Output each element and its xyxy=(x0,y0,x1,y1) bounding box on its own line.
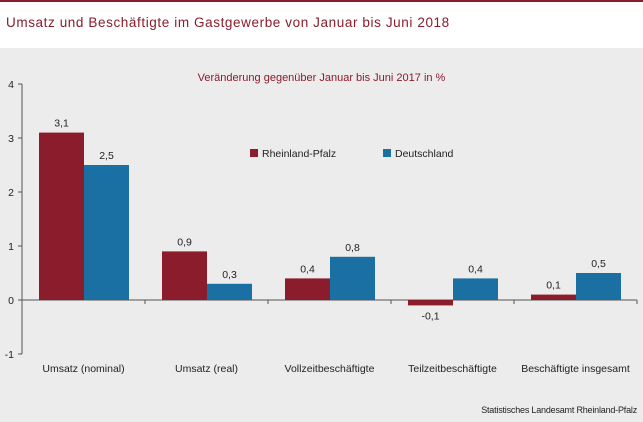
legend-swatch-deutschland xyxy=(383,149,391,157)
data-label: 0,4 xyxy=(300,263,315,275)
y-tick-label: 3 xyxy=(8,133,14,145)
page-title: Umsatz und Beschäftigte im Gastgewerbe v… xyxy=(6,15,450,30)
bar-deutschland xyxy=(330,256,375,300)
bar-rheinland-pfalz xyxy=(39,132,84,300)
legend-label: Rheinland-Pfalz xyxy=(262,148,336,160)
source-note: Statistisches Landesamt Rheinland-Pfalz xyxy=(481,405,637,415)
header: Umsatz und Beschäftigte im Gastgewerbe v… xyxy=(0,2,643,47)
y-tick-label: 2 xyxy=(8,187,14,199)
category-label: Vollzeitbeschäftigte xyxy=(285,363,375,375)
bar-rheinland-pfalz xyxy=(408,300,453,306)
data-label: 2,5 xyxy=(99,150,114,162)
category-label: Beschäftigte insgesamt xyxy=(521,363,630,375)
data-label: 0,3 xyxy=(222,269,237,281)
y-tick-label: -1 xyxy=(5,349,14,361)
y-tick-label: 4 xyxy=(8,79,14,91)
data-label: 0,5 xyxy=(591,258,606,270)
bar-rheinland-pfalz xyxy=(285,278,330,300)
bar-deutschland xyxy=(207,283,252,300)
bar-deutschland xyxy=(576,273,621,300)
top-accent-rule xyxy=(0,0,643,2)
data-label: 0,4 xyxy=(468,263,483,275)
category-label: Umsatz (real) xyxy=(175,363,238,375)
data-label: 0,9 xyxy=(177,236,192,248)
category-label: Umsatz (nominal) xyxy=(42,363,124,375)
category-label: Teilzeitbeschäftigte xyxy=(408,363,497,375)
data-label: -0,1 xyxy=(421,310,439,322)
data-label: 0,8 xyxy=(345,242,360,254)
data-label: 3,1 xyxy=(54,118,69,130)
bar-deutschland xyxy=(453,278,498,300)
chart-subtitle: Veränderung gegenüber Januar bis Juni 20… xyxy=(197,72,446,84)
y-tick-label: 1 xyxy=(8,241,14,253)
bar-rheinland-pfalz xyxy=(531,294,576,300)
legend-swatch-rheinland-pfalz xyxy=(250,149,258,157)
y-tick-label: 0 xyxy=(8,295,14,307)
bar-deutschland xyxy=(84,165,129,300)
bar-rheinland-pfalz xyxy=(162,251,207,300)
legend-label: Deutschland xyxy=(395,148,454,160)
data-label: 0,1 xyxy=(546,280,561,292)
